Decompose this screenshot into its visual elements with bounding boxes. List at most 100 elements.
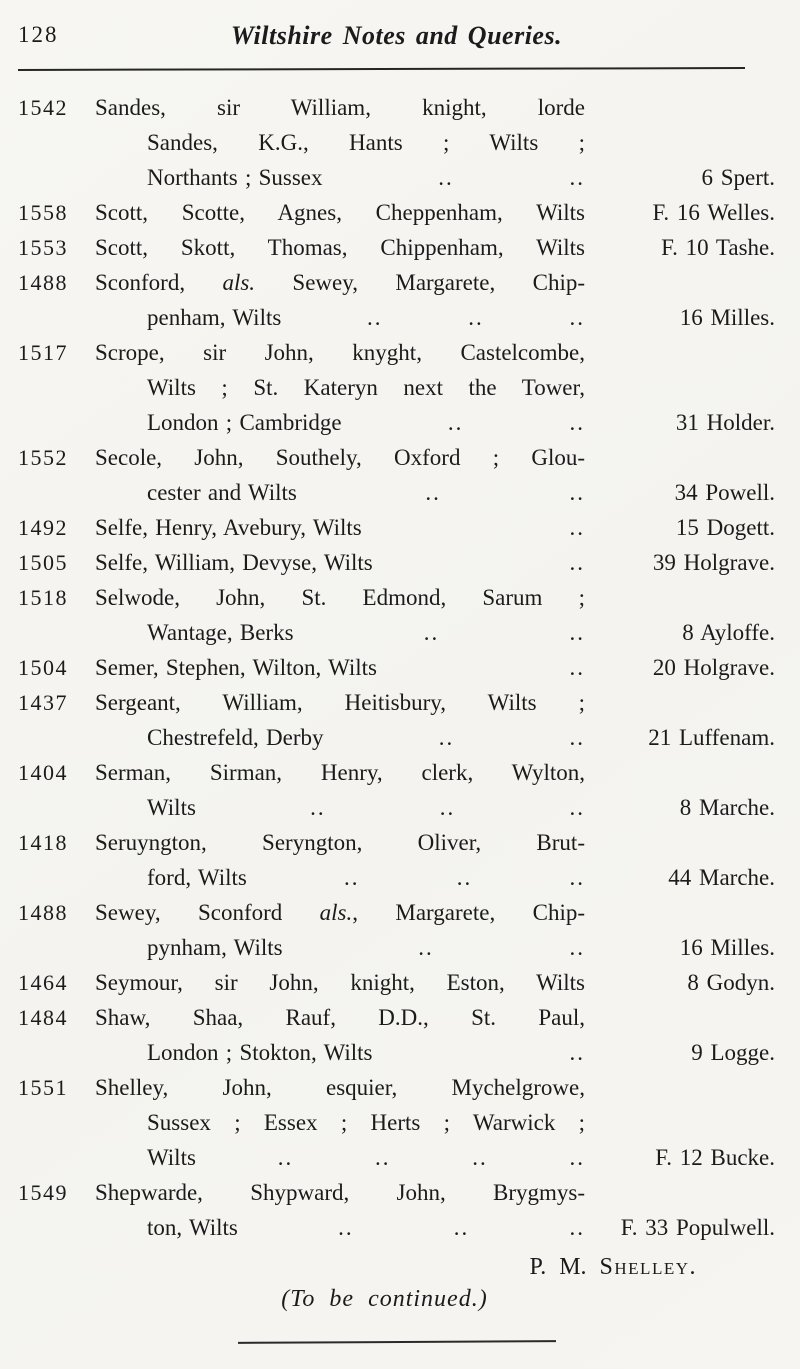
dot-leader: .. — [569, 935, 585, 960]
table-row: 1418 Seruyngton, Seryngton, Oliver, Brut… — [18, 825, 775, 860]
dot-leader: .. — [569, 165, 585, 190]
table-row: 1549 Shepwarde, Shypward, John, Brygmys- — [18, 1175, 775, 1210]
dot-leader: .. — [338, 1215, 354, 1240]
entry-text: Wantage, Berks — [147, 620, 294, 645]
table-row: 1517 Scrope, sir John, knyght, Castelcom… — [18, 335, 775, 370]
entry-text: Wilts — [147, 1145, 196, 1170]
entry-content: Wantage, Berks .... — [95, 615, 585, 650]
signature-line: P. M. Shelley. — [18, 1251, 775, 1283]
entry-reference: 44 Marche. — [668, 865, 775, 890]
entry-year: 1542 — [18, 95, 68, 120]
dot-leader: .. — [569, 655, 585, 680]
table-row: 1558 Scott, Scotte, Agnes, Cheppenham, W… — [18, 195, 775, 230]
entry-text: ford, Wilts — [147, 865, 247, 890]
dot-leader: .. — [277, 1145, 294, 1170]
table-row: Wilts ...... 8 Marche. — [18, 790, 775, 825]
table-row: 1437 Sergeant, William, Heitisbury, Wilt… — [18, 685, 775, 720]
entry-text: Seymour, sir John, knight, Eston, Wilts — [95, 970, 585, 995]
entry-year: 1418 — [18, 830, 68, 855]
entry-text: Sergeant, William, Heitisbury, Wilts ; — [95, 690, 585, 715]
entry-content: ton, Wilts ...... — [95, 1210, 585, 1245]
table-row: Sussex ; Essex ; Herts ; Warwick ; — [18, 1105, 775, 1140]
entry-text: penham, Wilts — [147, 305, 282, 330]
entry-content: Semer, Stephen, Wilton, Wilts .. — [95, 650, 585, 685]
entry-text: Scott, Skott, Thomas, Chippenham, Wilts — [95, 235, 585, 260]
dot-leader: .. — [447, 410, 464, 435]
entry-content: Wilts ; St. Kateryn next the Tower, — [95, 370, 585, 405]
dot-leader: .. — [569, 515, 585, 540]
dot-leader: .. — [453, 1215, 470, 1240]
entry-reference: 8 Ayloffe. — [682, 620, 775, 645]
entry-content: pynham, Wilts .... — [95, 930, 585, 965]
entry-content: Chestrefeld, Derby .... — [95, 720, 585, 755]
entry-reference: 34 Powell. — [674, 480, 775, 505]
entry-content: Selfe, William, Devyse, Wilts .. — [95, 545, 585, 580]
entry-year: 1552 — [18, 445, 68, 470]
entry-text: Selwode, John, St. Edmond, Sarum ; — [95, 585, 585, 610]
entry-text: Sandes, sir William, knight, lorde — [95, 95, 585, 120]
dot-leader: .. — [569, 480, 585, 505]
entry-content: Scott, Skott, Thomas, Chippenham, Wilts — [95, 230, 585, 265]
entry-reference: 16 Milles. — [679, 935, 775, 960]
entry-text: Sewey, Sconford als., Margarete, Chip- — [95, 900, 585, 925]
dot-leader: .. — [569, 1040, 585, 1065]
table-row: Wilts ; St. Kateryn next the Tower, — [18, 370, 775, 405]
entry-reference: 8 Godyn. — [687, 970, 775, 995]
table-row: 1492 Selfe, Henry, Avebury, Wilts .. 15 … — [18, 510, 775, 545]
table-row: Northants ; Sussex .... 6 Spert. — [18, 160, 775, 195]
table-row: 1551 Shelley, John, esquier, Mychelgrowe… — [18, 1070, 775, 1105]
table-row: cester and Wilts .... 34 Powell. — [18, 475, 775, 510]
entry-year: 1549 — [18, 1180, 68, 1205]
table-row: 1504 Semer, Stephen, Wilton, Wilts .. 20… — [18, 650, 775, 685]
to-be-continued: (To be continued.) — [281, 1286, 488, 1312]
signature-surname: Shelley. — [599, 1254, 697, 1280]
bottom-rule — [237, 1340, 556, 1344]
entry-content: Sandes, K.G., Hants ; Wilts ; — [95, 125, 585, 160]
dot-leader: .. — [569, 550, 585, 575]
entry-text: Scott, Scotte, Agnes, Cheppenham, Wilts — [95, 200, 585, 225]
entry-text: Shelley, John, esquier, Mychelgrowe, — [95, 1075, 585, 1100]
table-row: 1518 Selwode, John, St. Edmond, Sarum ; — [18, 580, 775, 615]
entry-reference: 21 Luffenam. — [648, 725, 775, 750]
dot-leader: .. — [344, 865, 360, 890]
entry-text: Wilts — [147, 795, 196, 820]
entry-reference: 8 Marche. — [679, 795, 775, 820]
dot-leader: .. — [438, 725, 455, 750]
entry-reference: 15 Dogett. — [675, 515, 775, 540]
entry-text: Northants ; Sussex — [147, 165, 323, 190]
entry-content: Sandes, sir William, knight, lorde — [95, 90, 585, 125]
entry-content: Scott, Scotte, Agnes, Cheppenham, Wilts — [95, 195, 585, 230]
table-row: 1542 Sandes, sir William, knight, lorde — [18, 90, 775, 125]
entry-content: Scrope, sir John, knyght, Castelcombe, — [95, 335, 585, 370]
page-header: 128 Wiltshire Notes and Queries. — [18, 14, 775, 58]
dot-leader: .. — [423, 620, 440, 645]
entry-text: cester and Wilts — [147, 480, 297, 505]
entry-content: ford, Wilts ...... — [95, 860, 585, 895]
entry-text: Shaw, Shaa, Rauf, D.D., St. Paul, — [95, 1005, 585, 1030]
dot-leader: .. — [367, 305, 383, 330]
entry-content: London ; Stokton, Wilts .. — [95, 1035, 585, 1070]
entry-text: Sconford, als. Sewey, Margarete, Chip- — [95, 270, 585, 295]
table-row: penham, Wilts ...... 16 Milles. — [18, 300, 775, 335]
entry-year: 1488 — [18, 270, 68, 295]
entry-content: Shepwarde, Shypward, John, Brygmys- — [95, 1175, 585, 1210]
table-row: pynham, Wilts .... 16 Milles. — [18, 930, 775, 965]
entry-content: Serman, Sirman, Henry, clerk, Wylton, — [95, 755, 585, 790]
table-row: ford, Wilts ...... 44 Marche. — [18, 860, 775, 895]
entry-reference: 31 Holder. — [675, 410, 775, 435]
entry-content: Seymour, sir John, knight, Eston, Wilts — [95, 965, 585, 1000]
entry-reference: 39 Holgrave. — [652, 550, 775, 575]
table-row: 1488 Sewey, Sconford als., Margarete, Ch… — [18, 895, 775, 930]
entry-reference: F. 12 Bucke. — [655, 1145, 775, 1170]
entry-year: 1404 — [18, 760, 68, 785]
entry-reference: F. 33 Populwell. — [620, 1215, 775, 1240]
table-row: Wantage, Berks .... 8 Ayloffe. — [18, 615, 775, 650]
dot-leader: .. — [438, 165, 454, 190]
table-row: 1553 Scott, Skott, Thomas, Chippenham, W… — [18, 230, 775, 265]
entry-text: Seruyngton, Seryngton, Oliver, Brut- — [95, 830, 585, 855]
entry-content: Sussex ; Essex ; Herts ; Warwick ; — [95, 1105, 585, 1140]
entry-year: 1553 — [18, 235, 68, 260]
entry-content: Selwode, John, St. Edmond, Sarum ; — [95, 580, 585, 615]
table-row: ton, Wilts ...... F. 33 Populwell. — [18, 1210, 775, 1245]
table-row: 1552 Secole, John, Southely, Oxford ; Gl… — [18, 440, 775, 475]
